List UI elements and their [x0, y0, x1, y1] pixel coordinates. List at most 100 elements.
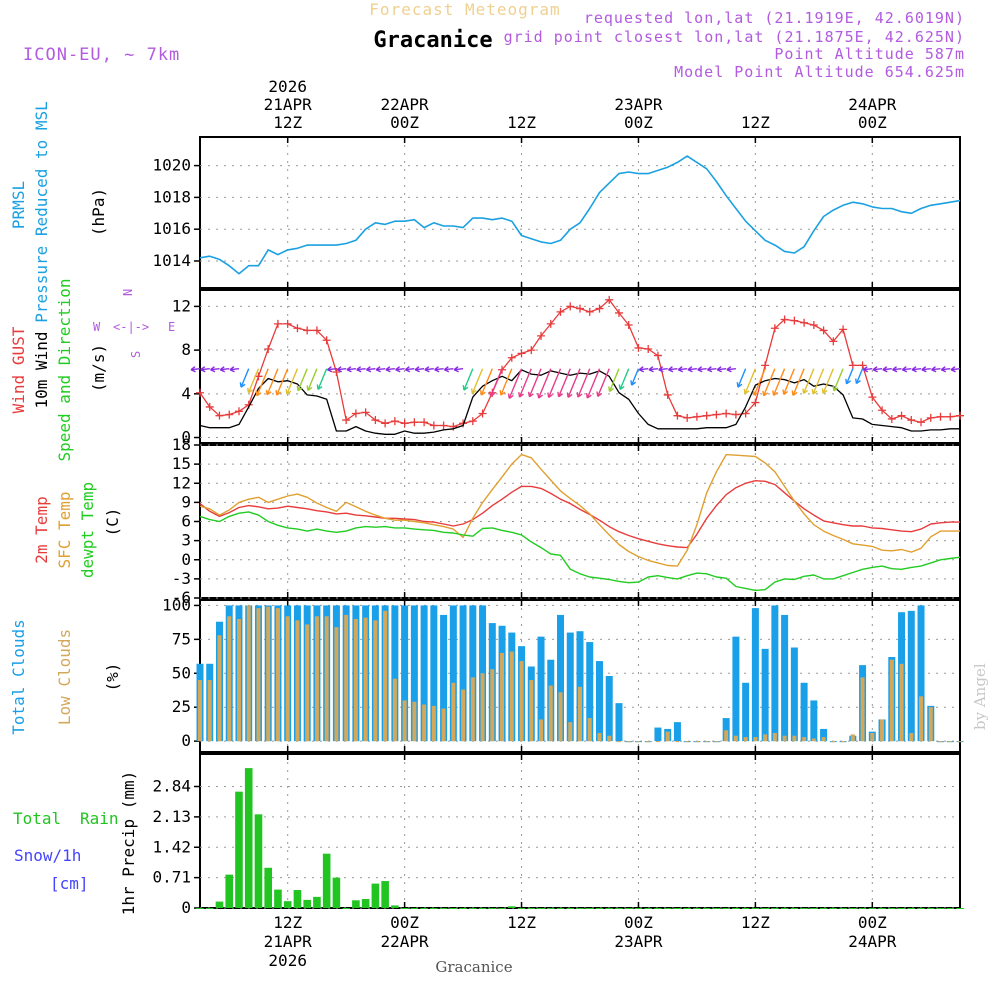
low-cloud-bar [821, 737, 826, 742]
low-cloud-bar [548, 685, 553, 742]
low-cloud-bar [616, 741, 621, 743]
rain-bar [469, 908, 477, 909]
gust-marker [936, 412, 945, 421]
wind-arrow [499, 368, 513, 396]
gust-marker [722, 409, 731, 418]
gust-marker [605, 295, 614, 304]
rain-bar [907, 908, 916, 909]
total-cloud-bar [907, 610, 915, 742]
wind-arrow [618, 368, 630, 391]
gust-marker [614, 308, 623, 317]
rain-bar [663, 908, 672, 909]
compass-south: S [129, 351, 143, 358]
wind-arrow [921, 366, 931, 373]
wind-arrow [752, 368, 766, 396]
gust-marker [196, 388, 204, 397]
gust-marker [819, 326, 828, 335]
rain-bar [751, 908, 760, 909]
total-cloud-bar [673, 722, 681, 742]
wind-arrow [489, 368, 503, 397]
low-cloud-bar [948, 741, 953, 743]
gust-marker [634, 343, 643, 352]
total-cloud-bar [595, 661, 603, 742]
wind-arrow [424, 366, 434, 373]
bottom-time-label: 00Z [858, 913, 887, 932]
pressure-unit: (hPa) [89, 188, 108, 236]
total-cloud-bar [566, 632, 574, 742]
temperature-ytick-label: 0 [181, 550, 191, 569]
compass-west: W [93, 320, 101, 334]
low-cloud-bar [275, 608, 280, 742]
precip-total-label: Total [13, 809, 61, 828]
low-cloud-bar [958, 741, 962, 743]
wind-arrow [296, 368, 308, 392]
low-cloud-bar [412, 701, 417, 742]
pressure-ytick-label: 1018 [152, 187, 191, 206]
low-cloud-bar [519, 661, 524, 742]
wind-arrow [882, 366, 892, 373]
total-cloud-bar [449, 605, 457, 742]
rain-bar [654, 908, 662, 909]
wind-arrow [336, 366, 347, 373]
gust-marker [741, 409, 750, 418]
wind-arrow [608, 368, 620, 393]
temp-sfc-label: SFC Temp [55, 491, 74, 568]
rain-bar [517, 908, 526, 909]
rain-bar [293, 890, 302, 908]
rain-bar [361, 899, 370, 908]
gust-marker [390, 417, 399, 426]
low-cloud-bar [636, 741, 641, 743]
gust-marker [517, 349, 526, 358]
total-cloud-bar [576, 631, 584, 742]
low-cloud-bar [880, 719, 885, 742]
low-cloud-bar [626, 741, 631, 743]
wind-arrow [772, 368, 786, 397]
precip-panel: 0 0.71 1.42 2.13 2.84 [152, 753, 961, 917]
low-cloud-bar [802, 737, 807, 742]
gust-marker [303, 326, 312, 335]
wind-arrow [200, 366, 210, 373]
gust-marker [566, 302, 575, 311]
wind-arrow [247, 368, 260, 394]
low-cloud-bar [665, 731, 670, 742]
total-cloud-bar [820, 728, 828, 742]
rain-bar [410, 908, 419, 909]
total-cloud-bar [605, 676, 613, 742]
wind-arrow [219, 366, 230, 373]
rain-bar [371, 883, 380, 908]
wind-arrow [668, 366, 678, 373]
bottom-time-label: 12Z [273, 913, 302, 932]
wind-arrow [385, 366, 395, 373]
precip-ytick-label: 0.71 [152, 868, 191, 887]
rain-bar [644, 908, 653, 909]
wind-arrow [585, 368, 601, 399]
wind-arrow [648, 366, 659, 373]
total-cloud-bar [742, 682, 750, 742]
low-cloud-bar [353, 619, 358, 742]
low-cloud-bar [587, 718, 592, 742]
gust-marker [215, 411, 224, 420]
rain-bar [313, 896, 321, 908]
gust-marker [809, 320, 818, 329]
credit-watermark: by Angel [971, 663, 989, 730]
gust-marker [800, 318, 809, 327]
low-cloud-bar [899, 663, 904, 742]
temperature-ytick-label: -3 [172, 569, 191, 588]
top-time-label: 00Z [624, 113, 653, 132]
low-cloud-bar [490, 669, 495, 742]
total-cloud-bar [771, 605, 779, 742]
temp-unit: (C) [103, 508, 122, 537]
wind-panel: 0 4 8 12 [172, 289, 961, 447]
gust-marker [829, 337, 838, 346]
rain-bar [615, 908, 623, 909]
low-cloud-bar [539, 719, 544, 742]
gust-marker [205, 402, 214, 411]
rain-bar [225, 874, 234, 908]
rain-bar [352, 900, 360, 908]
total-cloud-bar [761, 648, 769, 742]
rain-bar [634, 908, 643, 909]
low-cloud-bar [451, 682, 456, 742]
rain-bar [196, 908, 204, 909]
wind-ytick-label: 8 [181, 340, 191, 359]
low-cloud-bar [743, 737, 748, 742]
